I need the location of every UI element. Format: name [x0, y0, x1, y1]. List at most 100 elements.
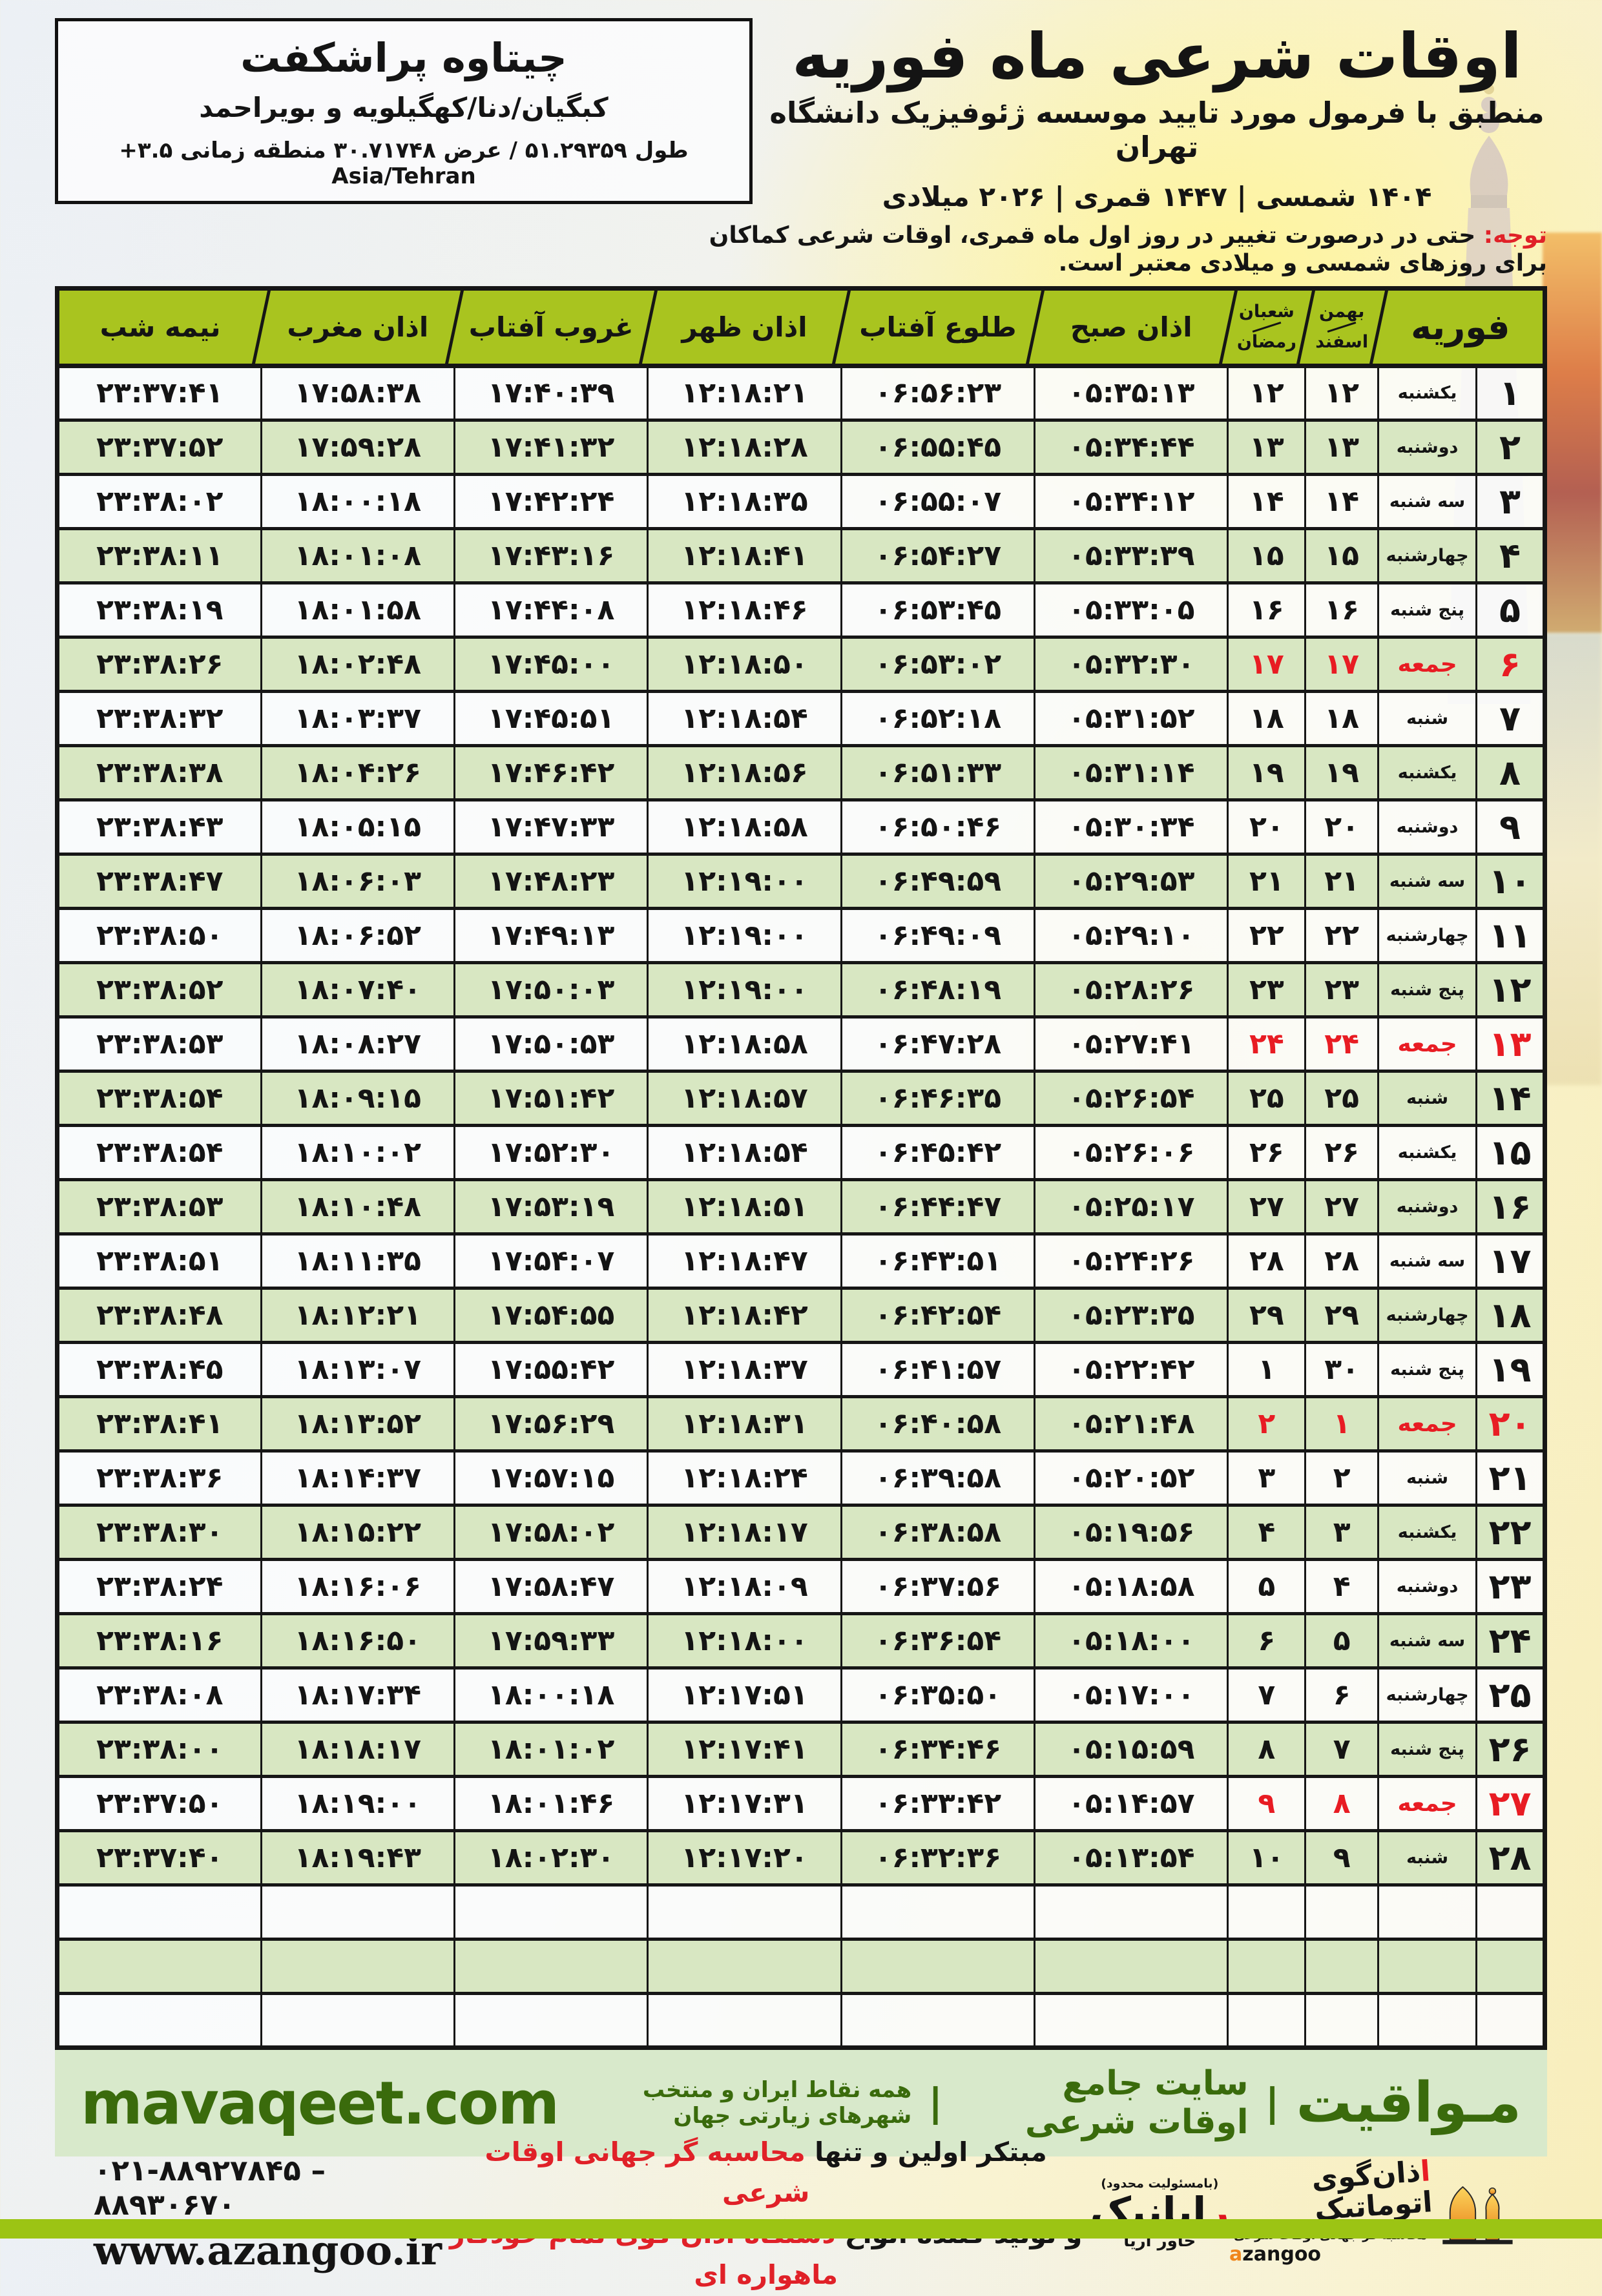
cell-nimeshab: ۲۳:۳۸:۴۱	[56, 1394, 262, 1453]
cell-tolu: ۰۶:۵۳:۴۵	[840, 581, 1036, 639]
cell-maghreb: ۱۸:۱۳:۵۲	[260, 1394, 455, 1453]
cell-ghorub: ۱۷:۵۳:۱۹	[453, 1177, 649, 1236]
cell-maghreb: ۱۸:۱۰:۰۲	[260, 1123, 455, 1181]
empty-row	[56, 1883, 1546, 1941]
cell-jalali: ۲۷	[1304, 1177, 1380, 1236]
mavaqeet-taglines: مـواقیت | سایت جامع اوقات شرعی | همه نقا…	[558, 2064, 1521, 2142]
prayer-row: ۱۷ سه شنبه ۲۸ ۲۸ ۰۵:۲۴:۲۶ ۰۶:۴۳:۵۱ ۱۲:۱۸:۴۷ ۱۷:…	[56, 1232, 1546, 1290]
empty-cell	[453, 1991, 649, 2049]
cell-ghorub: ۱۷:۴۱:۳۲	[453, 418, 649, 476]
cell-tolu: ۰۶:۳۶:۵۴	[840, 1611, 1036, 1670]
cell-jalali: ۷	[1304, 1720, 1380, 1778]
cell-zohr: ۱۲:۱۸:۲۴	[647, 1449, 842, 1507]
cell-sobh: ۰۵:۲۶:۵۴	[1034, 1069, 1229, 1127]
cell-nimeshab: ۲۳:۳۸:۳۰	[56, 1503, 262, 1561]
cell-zohr: ۱۲:۱۸:۴۲	[647, 1286, 842, 1344]
cell-sobh: ۰۵:۱۷:۰۰	[1034, 1666, 1229, 1724]
cell-nimeshab: ۲۳:۳۸:۰۸	[56, 1666, 262, 1724]
cell-maghreb: ۱۸:۱۲:۲۱	[260, 1286, 455, 1344]
cell-tolu: ۰۶:۳۲:۳۶	[840, 1828, 1036, 1887]
cell-tolu: ۰۶:۵۴:۲۷	[840, 526, 1036, 584]
cell-zohr: ۱۲:۱۷:۴۱	[647, 1720, 842, 1778]
cell-jalali: ۲۸	[1304, 1232, 1380, 1290]
empty-cell	[453, 1937, 649, 1995]
cell-ghorub: ۱۷:۵۸:۴۷	[453, 1557, 649, 1615]
empty-cell	[1377, 1991, 1478, 2049]
cell-jalali: ۱	[1304, 1394, 1380, 1453]
prayer-row: ۱۹ پنج شنبه ۳۰ ۱ ۰۵:۲۲:۴۲ ۰۶:۴۱:۵۷ ۱۲:۱۸:۳۷ ۱۷:…	[56, 1340, 1546, 1398]
empty-row	[56, 1991, 1546, 2049]
cell-sobh: ۰۵:۳۴:۴۴	[1034, 418, 1229, 476]
cell-jalali: ۲۰	[1304, 798, 1380, 856]
location-name: چیتاوه پراشکفت	[240, 34, 567, 81]
cell-sobh: ۰۵:۱۹:۵۶	[1034, 1503, 1229, 1561]
cell-ghorub: ۱۷:۵۲:۳۰	[453, 1123, 649, 1181]
cell-tolu: ۰۶:۳۹:۵۸	[840, 1449, 1036, 1507]
cell-lunar: ۷	[1227, 1666, 1307, 1724]
cell-maghreb: ۱۸:۰۰:۱۸	[260, 472, 455, 530]
cell-lunar: ۲۹	[1227, 1286, 1307, 1344]
bottom-accent-bar	[0, 2219, 1602, 2239]
cell-jalali: ۲۴	[1304, 1015, 1380, 1073]
cell-day: ۶	[1475, 635, 1546, 693]
cell-ghorub: ۱۷:۵۵:۴۲	[453, 1340, 649, 1398]
cell-nimeshab: ۲۳:۳۸:۳۲	[56, 689, 262, 747]
header-esfand: اسفند	[1315, 331, 1369, 352]
prayer-row: ۲۵ چهارشنبه ۶ ۷ ۰۵:۱۷:۰۰ ۰۶:۳۵:۵۰ ۱۲:۱۷:۵۱ ۱۸:۰…	[56, 1666, 1546, 1724]
cell-maghreb: ۱۸:۰۴:۲۶	[260, 743, 455, 802]
cell-jalali: ۱۹	[1304, 743, 1380, 802]
cell-nimeshab: ۲۳:۳۸:۰۲	[56, 472, 262, 530]
notice-line: توجه: حتی در درصورت تغییر در روز اول ماه…	[681, 222, 1547, 277]
page-title: اوقات شرعی ماه فوریه	[792, 20, 1523, 92]
page-subtitle: منطبق با فرمول مورد تایید موسسه ژئوفیزیک…	[769, 95, 1545, 164]
cell-sobh: ۰۵:۳۳:۰۵	[1034, 581, 1229, 639]
cell-weekday: پنج شنبه	[1377, 1720, 1478, 1778]
empty-cell	[56, 1991, 262, 2049]
cell-zohr: ۱۲:۱۷:۵۱	[647, 1666, 842, 1724]
cell-nimeshab: ۲۳:۳۸:۵۴	[56, 1069, 262, 1127]
cell-ghorub: ۱۸:۰۱:۰۲	[453, 1720, 649, 1778]
prayer-row: ۱ یکشنبه ۱۲ ۱۲ ۰۵:۳۵:۱۳ ۰۶:۵۶:۲۳ ۱۲:۱۸:۲۱ ۱۷:۴۰…	[56, 364, 1546, 422]
cell-lunar: ۲۸	[1227, 1232, 1307, 1290]
cell-day: ۲۰	[1475, 1394, 1546, 1453]
cell-sobh: ۰۵:۲۲:۴۲	[1034, 1340, 1229, 1398]
cell-jalali: ۲۱	[1304, 852, 1380, 910]
cell-tolu: ۰۶:۵۵:۰۷	[840, 472, 1036, 530]
cell-lunar: ۱۵	[1227, 526, 1307, 584]
cell-nimeshab: ۲۳:۳۸:۰۰	[56, 1720, 262, 1778]
cell-weekday: چهارشنبه	[1377, 1666, 1478, 1724]
header-azan-sobh: اذان صبح	[1034, 288, 1228, 368]
cell-weekday: جمعه	[1377, 635, 1478, 693]
header-divider-line	[1252, 321, 1282, 333]
prayer-row: ۱۳ جمعه ۲۴ ۲۴ ۰۵:۲۷:۴۱ ۰۶:۴۷:۲۸ ۱۲:۱۸:۵۸ ۱۷:۵۰:…	[56, 1015, 1546, 1073]
prayer-row: ۲۷ جمعه ۸ ۹ ۰۵:۱۴:۵۷ ۰۶:۳۳:۴۲ ۱۲:۱۷:۳۱ ۱۸:۰۱:۴۶…	[56, 1774, 1546, 1832]
empty-cell	[1034, 1937, 1229, 1995]
cell-nimeshab: ۲۳:۳۷:۴۱	[56, 364, 262, 422]
empty-cell	[1304, 1991, 1380, 2049]
cell-sobh: ۰۵:۲۱:۴۸	[1034, 1394, 1229, 1453]
cell-nimeshab: ۲۳:۳۷:۵۲	[56, 418, 262, 476]
cell-tolu: ۰۶:۴۶:۳۵	[840, 1069, 1036, 1127]
background-photo-strip-lower	[1543, 633, 1602, 1085]
cell-nimeshab: ۲۳:۳۸:۴۷	[56, 852, 262, 910]
cell-nimeshab: ۲۳:۳۸:۴۳	[56, 798, 262, 856]
cell-maghreb: ۱۸:۰۸:۲۷	[260, 1015, 455, 1073]
cell-zohr: ۱۲:۱۸:۵۴	[647, 1123, 842, 1181]
header-nime-shab: نیمه شب	[57, 288, 262, 368]
cell-zohr: ۱۲:۱۸:۴۶	[647, 581, 842, 639]
cell-tolu: ۰۶:۴۹:۵۹	[840, 852, 1036, 910]
header-february: فوریه	[1378, 288, 1545, 368]
cell-maghreb: ۱۸:۱۷:۳۴	[260, 1666, 455, 1724]
cell-jalali: ۲۵	[1304, 1069, 1380, 1127]
prayer-row: ۲۰ جمعه ۱ ۲ ۰۵:۲۱:۴۸ ۰۶:۴۰:۵۸ ۱۲:۱۸:۳۱ ۱۷:۵۶:۲۹…	[56, 1394, 1546, 1453]
cell-lunar: ۵	[1227, 1557, 1307, 1615]
cell-tolu: ۰۶:۵۵:۴۵	[840, 418, 1036, 476]
cell-zohr: ۱۲:۱۸:۲۸	[647, 418, 842, 476]
cell-maghreb: ۱۸:۱۴:۳۷	[260, 1449, 455, 1507]
cell-jalali: ۸	[1304, 1774, 1380, 1832]
cell-sobh: ۰۵:۲۹:۵۳	[1034, 852, 1229, 910]
mavaqeet-brand: مـواقیت	[1296, 2071, 1522, 2136]
cell-weekday: پنج شنبه	[1377, 581, 1478, 639]
cell-weekday: یکشنبه	[1377, 1123, 1478, 1181]
notice-text: حتی در درصورت تغییر در روز اول ماه قمری،…	[709, 222, 1547, 276]
